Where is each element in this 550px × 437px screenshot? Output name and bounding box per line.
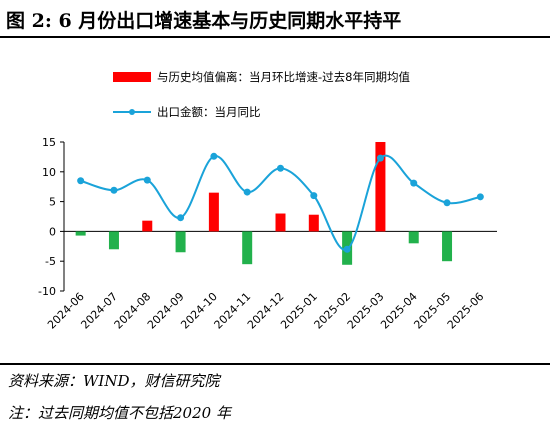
bar (175, 231, 186, 253)
bar (75, 231, 86, 236)
x-tick-label: 2025-06 (445, 290, 487, 332)
line-point (310, 192, 318, 200)
bottom-rule (0, 363, 550, 365)
bar (275, 213, 286, 232)
y-tick-label: 10 (42, 166, 56, 179)
line-point (110, 186, 118, 194)
y-tick-label: -5 (45, 255, 56, 268)
y-tick-label: 0 (49, 225, 56, 238)
bar (142, 220, 153, 232)
line-point (376, 154, 384, 162)
chart-title: 图 2: 6 月份出口增速基本与历史同期水平持平 (6, 10, 402, 32)
line-point (410, 179, 418, 187)
bar (375, 142, 386, 232)
title-bar: 图 2: 6 月份出口增速基本与历史同期水平持平 (0, 0, 550, 38)
top-rule (0, 36, 550, 38)
line-point (177, 214, 185, 222)
legend-line-swatch (113, 107, 151, 117)
bar (242, 231, 253, 265)
line-point (343, 245, 351, 253)
line-point (210, 152, 218, 160)
chart-canvas: 151050-5-102024-062024-072024-082024-092… (38, 136, 497, 332)
bar (408, 231, 419, 244)
source-note: 资料来源：WIND，财信研究院 (8, 372, 220, 390)
line-point (77, 177, 85, 185)
y-tick-label: 15 (42, 136, 56, 149)
line-point (243, 188, 251, 196)
bar (208, 192, 219, 232)
line-point (143, 176, 151, 184)
legend-bar-swatch (113, 72, 151, 82)
y-tick-label: 5 (49, 196, 56, 209)
line-point (476, 193, 484, 201)
bar (308, 214, 319, 232)
y-tick-label: -10 (38, 285, 56, 298)
line-point (443, 199, 451, 207)
bar (442, 231, 453, 262)
legend-item-line: 出口金额：当月同比 (113, 104, 261, 120)
footnote: 注：过去同期均值不包括2020 年 (8, 404, 231, 422)
legend-line-label: 出口金额：当月同比 (157, 105, 261, 119)
line-point (277, 164, 284, 172)
bar (108, 231, 119, 250)
legend-item-bar: 与历史均值偏离：当月环比增速-过去8年同期均值 (113, 69, 410, 85)
legend-bar-label: 与历史均值偏离：当月环比增速-过去8年同期均值 (157, 70, 410, 84)
